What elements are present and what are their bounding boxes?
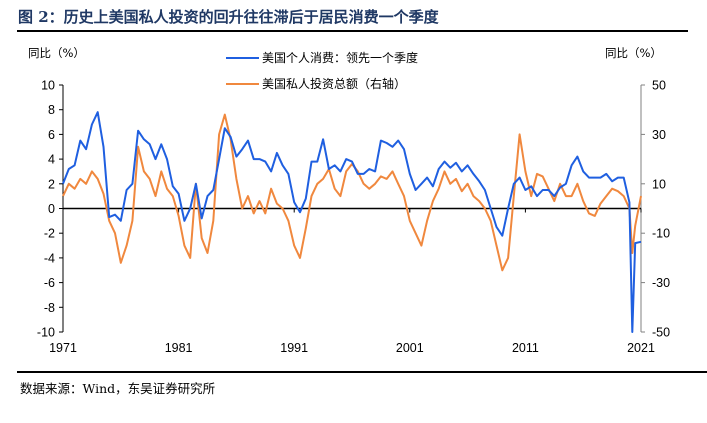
figure-title: 图 2：历史上美国私人投资的回升往往滞后于居民消费一个季度 bbox=[18, 8, 439, 26]
x-axis-tick-label: 2021 bbox=[627, 341, 655, 355]
right-axis-tick-label: -50 bbox=[652, 326, 670, 340]
right-axis-tick-label: 50 bbox=[652, 79, 666, 93]
legend-label-consumption: 美国个人消费：领先一个季度 bbox=[262, 50, 418, 65]
left-axis-unit-label: 同比（%） bbox=[28, 46, 85, 60]
left-axis-tick-label: 6 bbox=[48, 128, 55, 142]
left-axis-tick-label: -2 bbox=[44, 227, 55, 241]
series-layer bbox=[62, 111, 642, 333]
left-axis-tick-label: 2 bbox=[48, 177, 55, 191]
left-axis-tick-label: -6 bbox=[44, 276, 55, 290]
right-axis-tick-label: 10 bbox=[652, 177, 666, 191]
left-axis-tick-label: -4 bbox=[44, 251, 55, 265]
x-axis-tick-label: 1971 bbox=[49, 341, 77, 355]
right-axis-unit-label: 同比（%） bbox=[605, 46, 662, 60]
right-axis-tick-label: 30 bbox=[652, 128, 666, 142]
right-axis-tick-label: -10 bbox=[652, 227, 670, 241]
left-axis-tick-label: 10 bbox=[41, 79, 55, 93]
left-axis-tick-label: 8 bbox=[48, 103, 55, 117]
left-axis-tick-label: 4 bbox=[48, 153, 55, 167]
legend: 美国个人消费：领先一个季度 美国私人投资总额（右轴） bbox=[226, 50, 418, 91]
title-rule bbox=[17, 30, 688, 32]
legend-label-investment: 美国私人投资总额（右轴） bbox=[262, 76, 406, 91]
investment-series-line bbox=[62, 113, 642, 272]
data-source-note: 数据来源：Wind，东吴证券研究所 bbox=[20, 381, 216, 396]
right-axis: 50 30 10 -10 -30 -50 bbox=[640, 79, 670, 340]
right-axis-tick-label: -30 bbox=[652, 276, 670, 290]
left-axis: 10 8 6 4 2 0 -2 -4 -6 -8 -10 bbox=[37, 79, 64, 340]
x-axis: 1971 1981 1991 2001 2011 2021 bbox=[49, 207, 655, 355]
left-axis-tick-label: 0 bbox=[48, 202, 55, 216]
left-axis-tick-label: -8 bbox=[44, 301, 55, 315]
source-rule bbox=[17, 371, 707, 373]
consumption-series-line bbox=[62, 111, 642, 333]
left-axis-tick-label: -10 bbox=[37, 326, 55, 340]
x-axis-tick-label: 1991 bbox=[280, 341, 308, 355]
x-axis-tick-label: 1981 bbox=[165, 341, 193, 355]
investment-points bbox=[62, 114, 642, 271]
x-axis-tick-label: 2001 bbox=[396, 341, 424, 355]
x-axis-tick-label: 2011 bbox=[512, 341, 539, 355]
consumption-points bbox=[62, 112, 642, 333]
